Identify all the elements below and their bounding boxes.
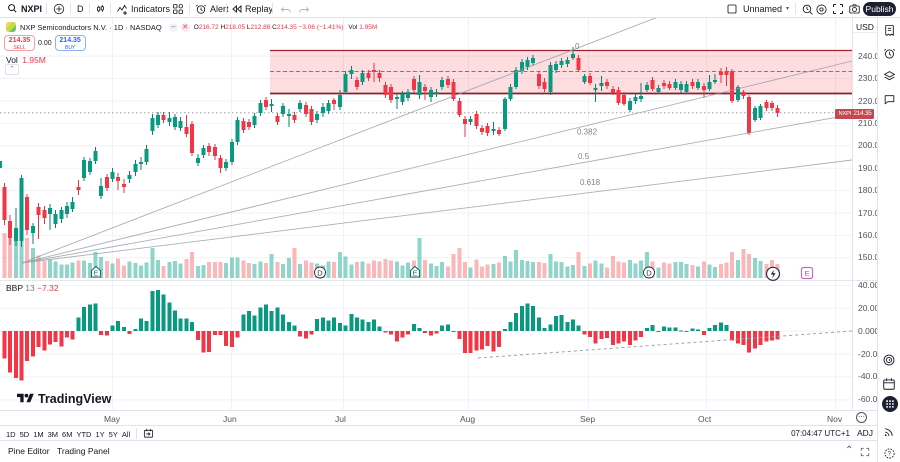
svg-text:D: D (646, 269, 652, 278)
svg-text:0.382: 0.382 (577, 128, 598, 137)
svg-text:0: 0 (575, 42, 580, 51)
svg-text:E: E (804, 269, 809, 278)
svg-text:0.5: 0.5 (578, 152, 590, 161)
svg-text:E: E (94, 271, 99, 278)
svg-text:0.618: 0.618 (580, 178, 601, 187)
svg-text:?: ? (888, 452, 892, 458)
svg-text:D: D (317, 269, 323, 278)
svg-text:E: E (413, 271, 418, 278)
